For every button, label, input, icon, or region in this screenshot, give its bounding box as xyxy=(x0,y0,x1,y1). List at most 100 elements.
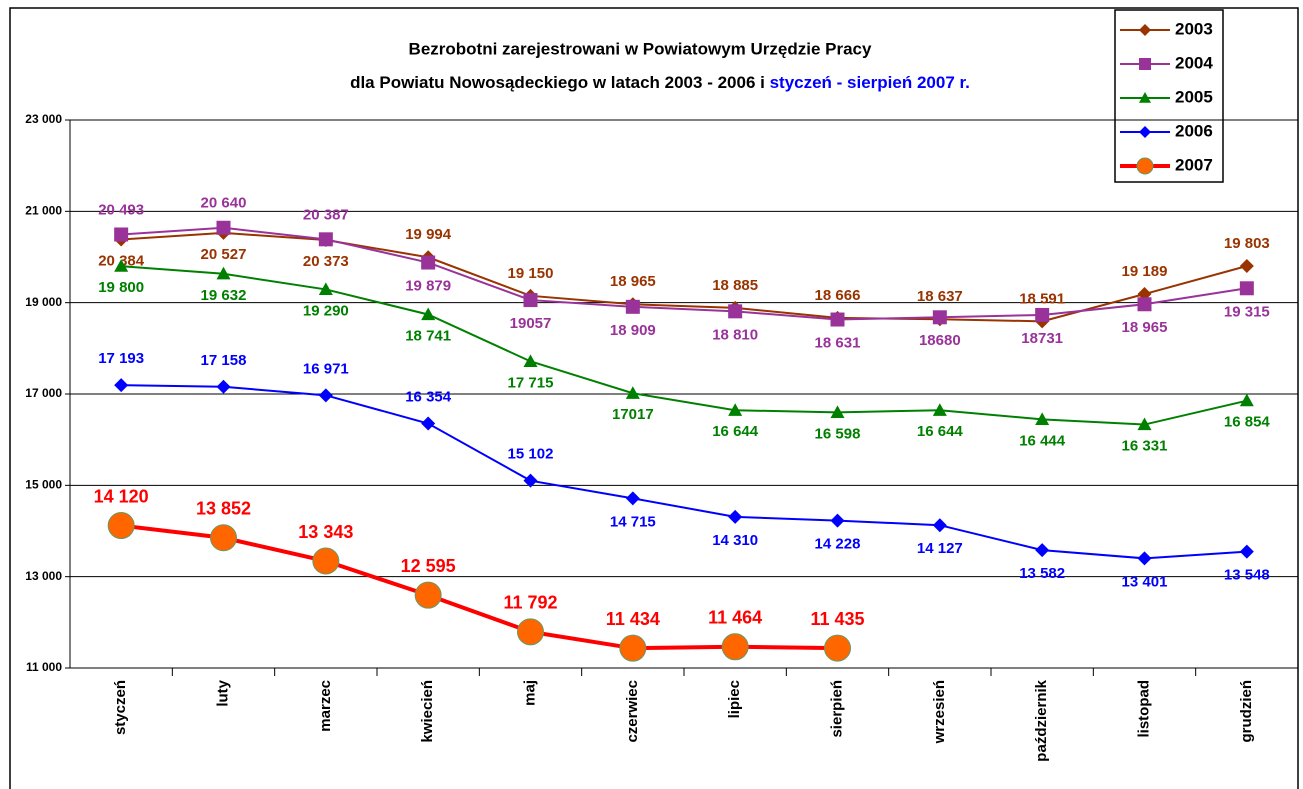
data-label: 13 401 xyxy=(1122,573,1168,590)
x-tick-label: sierpień xyxy=(828,680,845,738)
subtitle-part: styczeń - sierpień 2007 r. xyxy=(770,73,970,92)
data-label: 20 527 xyxy=(201,246,247,263)
series-line xyxy=(121,265,1248,426)
chart-subtitle: dla Powiatu Nowosądeckiego w latach 2003… xyxy=(350,73,970,92)
marker xyxy=(210,524,237,552)
data-label: 18 965 xyxy=(610,273,656,290)
marker xyxy=(114,227,129,242)
marker xyxy=(318,388,333,403)
data-label: 18 741 xyxy=(405,327,451,344)
marker xyxy=(318,232,333,247)
marker xyxy=(1239,281,1254,296)
legend-label: 2005 xyxy=(1175,87,1213,106)
marker xyxy=(1139,92,1151,103)
marker xyxy=(728,509,743,524)
marker xyxy=(932,310,947,325)
legend-label: 2004 xyxy=(1175,53,1213,72)
series-line xyxy=(121,384,1247,560)
marker xyxy=(421,416,436,431)
data-label: 17017 xyxy=(612,406,654,423)
y-tick-label: 11 000 xyxy=(26,660,62,674)
data-label: 19 315 xyxy=(1224,303,1270,320)
marker xyxy=(114,378,129,393)
data-label: 18 637 xyxy=(917,288,963,305)
data-label: 18680 xyxy=(919,332,961,349)
data-label: 18 666 xyxy=(815,287,861,304)
marker xyxy=(414,581,442,609)
data-label: 18 885 xyxy=(712,277,758,294)
data-label: 16 971 xyxy=(303,360,349,377)
chart-title: Bezrobotni zarejestrowani w Powiatowym U… xyxy=(409,39,872,58)
data-label: 14 228 xyxy=(815,536,861,553)
data-label: 20 640 xyxy=(201,195,247,212)
x-tick-label: wrzesień xyxy=(931,680,948,744)
data-label: 13 343 xyxy=(298,522,353,542)
series-line xyxy=(121,231,1248,323)
marker xyxy=(932,518,947,533)
data-label: 19 879 xyxy=(405,277,451,294)
marker xyxy=(1137,417,1152,431)
data-label: 19 800 xyxy=(98,279,144,296)
data-label: 20 387 xyxy=(303,206,349,223)
data-label: 13 548 xyxy=(1224,567,1270,584)
data-label: 11 435 xyxy=(810,609,864,629)
data-label: 19 632 xyxy=(201,287,247,304)
marker xyxy=(216,379,231,394)
legend-label: 2003 xyxy=(1175,19,1213,38)
marker xyxy=(1239,258,1254,273)
x-tick-label: maj xyxy=(521,680,538,706)
series-line xyxy=(120,523,838,651)
x-tick-label: czerwiec xyxy=(624,680,641,743)
legend-label: 2006 xyxy=(1175,121,1213,140)
marker xyxy=(1136,157,1154,175)
data-label: 14 127 xyxy=(917,540,963,557)
data-label: 15 102 xyxy=(508,446,554,463)
data-label: 19 150 xyxy=(508,265,554,282)
marker xyxy=(1239,544,1254,559)
marker xyxy=(216,266,231,280)
marker xyxy=(523,354,538,367)
data-label: 14 120 xyxy=(94,486,149,506)
y-tick-label: 23 000 xyxy=(25,112,62,126)
marker xyxy=(1035,543,1050,558)
marker xyxy=(625,386,640,399)
data-label: 18 965 xyxy=(1122,319,1168,336)
marker xyxy=(523,473,538,488)
data-label: 18 909 xyxy=(610,322,656,339)
data-label: 16 854 xyxy=(1224,414,1271,431)
marker xyxy=(830,312,845,327)
data-label: 11 434 xyxy=(606,609,660,629)
chart-frame xyxy=(9,7,1299,789)
data-label: 19 189 xyxy=(1122,263,1168,280)
marker xyxy=(830,405,845,418)
data-label: 14 310 xyxy=(712,532,758,549)
marker xyxy=(830,513,845,528)
legend-box xyxy=(1114,9,1224,183)
data-label: 16 644 xyxy=(917,423,964,440)
x-tick-label: styczeń xyxy=(112,680,129,735)
data-label: 16 644 xyxy=(712,423,759,440)
data-label: 19057 xyxy=(510,315,552,332)
data-label: 17 193 xyxy=(98,350,144,367)
marker xyxy=(1137,551,1152,566)
data-label: 20 493 xyxy=(98,201,144,218)
data-label: 16 598 xyxy=(815,425,861,442)
data-label: 19 803 xyxy=(1224,235,1270,252)
y-tick-label: 13 000 xyxy=(25,569,62,583)
marker xyxy=(517,618,544,646)
marker xyxy=(625,299,640,314)
x-tick-label: październik xyxy=(1033,679,1050,761)
marker xyxy=(1139,58,1151,70)
marker xyxy=(216,220,231,235)
y-tick-label: 17 000 xyxy=(25,386,62,400)
data-label: 14 715 xyxy=(610,513,656,530)
marker xyxy=(619,634,647,662)
marker xyxy=(523,293,538,308)
marker xyxy=(312,547,340,575)
marker xyxy=(728,403,743,416)
data-label: 13 582 xyxy=(1019,565,1065,582)
marker xyxy=(1035,412,1050,425)
legend-label: 2007 xyxy=(1175,155,1213,174)
marker xyxy=(421,307,436,321)
data-label: 17 158 xyxy=(201,352,247,369)
